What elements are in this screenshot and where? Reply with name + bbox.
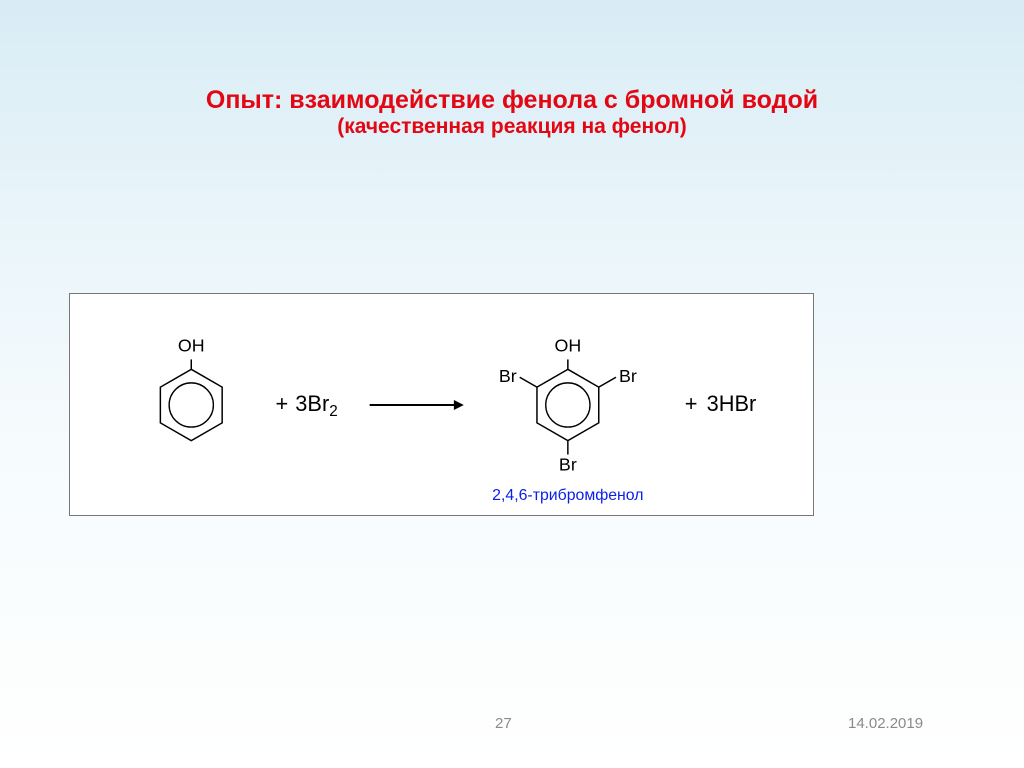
reaction-box: OH + 3Br2 OH Br Br Br (69, 293, 814, 516)
svg-text:OH: OH (178, 335, 205, 355)
product-name: 2,4,6-трибромфенол (492, 487, 643, 504)
reaction-diagram: OH + 3Br2 OH Br Br Br (70, 294, 813, 515)
slide: Опыт: взаимодействие фенола с бромной во… (0, 0, 1024, 768)
title-line2: (качественная реакция на фенол) (0, 115, 1024, 139)
svg-text:+: + (685, 391, 698, 416)
slide-date: 14.02.2019 (848, 715, 923, 732)
svg-text:Br: Br (499, 366, 517, 386)
svg-text:Br: Br (619, 366, 637, 386)
title-line1: Опыт: взаимодействие фенола с бромной во… (0, 86, 1024, 115)
phenol-molecule: OH (160, 335, 222, 440)
tribromophenol-molecule: OH Br Br Br (499, 335, 637, 474)
svg-text:OH: OH (554, 335, 581, 355)
svg-text:3HBr: 3HBr (707, 391, 757, 416)
reaction-arrow-icon (370, 400, 464, 410)
svg-text:3Br2: 3Br2 (295, 391, 337, 420)
slide-title: Опыт: взаимодействие фенола с бромной во… (0, 86, 1024, 139)
slide-number: 27 (495, 715, 512, 732)
svg-text:+: + (276, 391, 289, 416)
svg-text:Br: Br (559, 454, 577, 474)
